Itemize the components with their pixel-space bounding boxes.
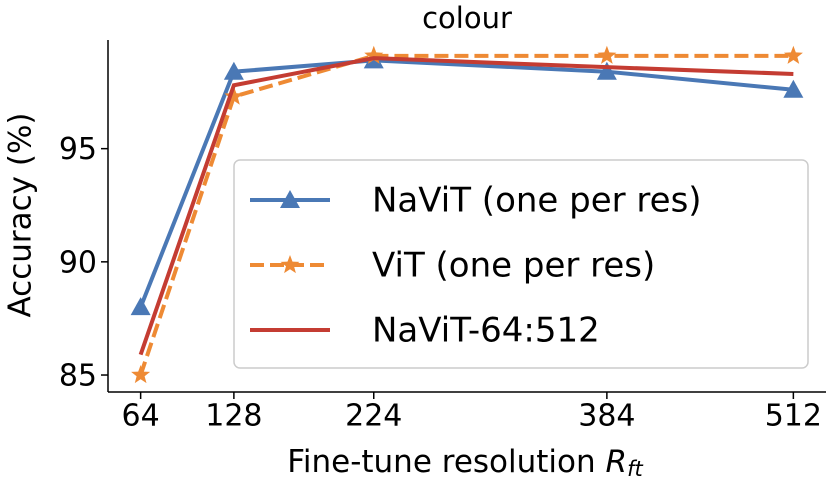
x-axis-label: Fine-tune resolution Rft xyxy=(287,444,643,482)
series-line xyxy=(138,56,794,356)
legend: NaViT (one per res) ViT (one per res) NaVi… xyxy=(233,159,809,369)
legend-label: NaViT (one per res) xyxy=(372,181,702,221)
chart-title: colour xyxy=(422,1,512,35)
marker xyxy=(597,45,617,64)
x-label-symbol: R xyxy=(606,444,628,480)
x-tick-label: 64 xyxy=(122,399,160,434)
legend-label: NaViT-64:512 xyxy=(372,311,600,351)
marker xyxy=(280,255,300,274)
x-tick-label: 128 xyxy=(205,399,262,434)
x-tick-label: 384 xyxy=(578,399,635,434)
legend-box xyxy=(233,159,809,369)
x-label-text: Fine-tune resolution xyxy=(287,444,605,480)
marker xyxy=(364,45,384,64)
x-tick-label: 512 xyxy=(765,399,822,434)
marker xyxy=(223,61,244,80)
y-tick-label: 90 xyxy=(59,245,97,280)
legend-label: ViT (one per res) xyxy=(372,246,655,286)
marker xyxy=(783,79,804,98)
y-tick-label: 95 xyxy=(59,132,97,167)
y-tick-label: 85 xyxy=(59,359,97,394)
marker xyxy=(130,297,151,316)
marker xyxy=(224,86,244,105)
x-label-subscript: ft xyxy=(627,457,643,481)
marker xyxy=(280,190,300,208)
marker xyxy=(783,45,803,64)
marker xyxy=(596,61,617,80)
x-tick-label: 224 xyxy=(345,399,402,434)
marker xyxy=(131,365,151,384)
y-axis-label: Accuracy (%) xyxy=(3,112,39,317)
